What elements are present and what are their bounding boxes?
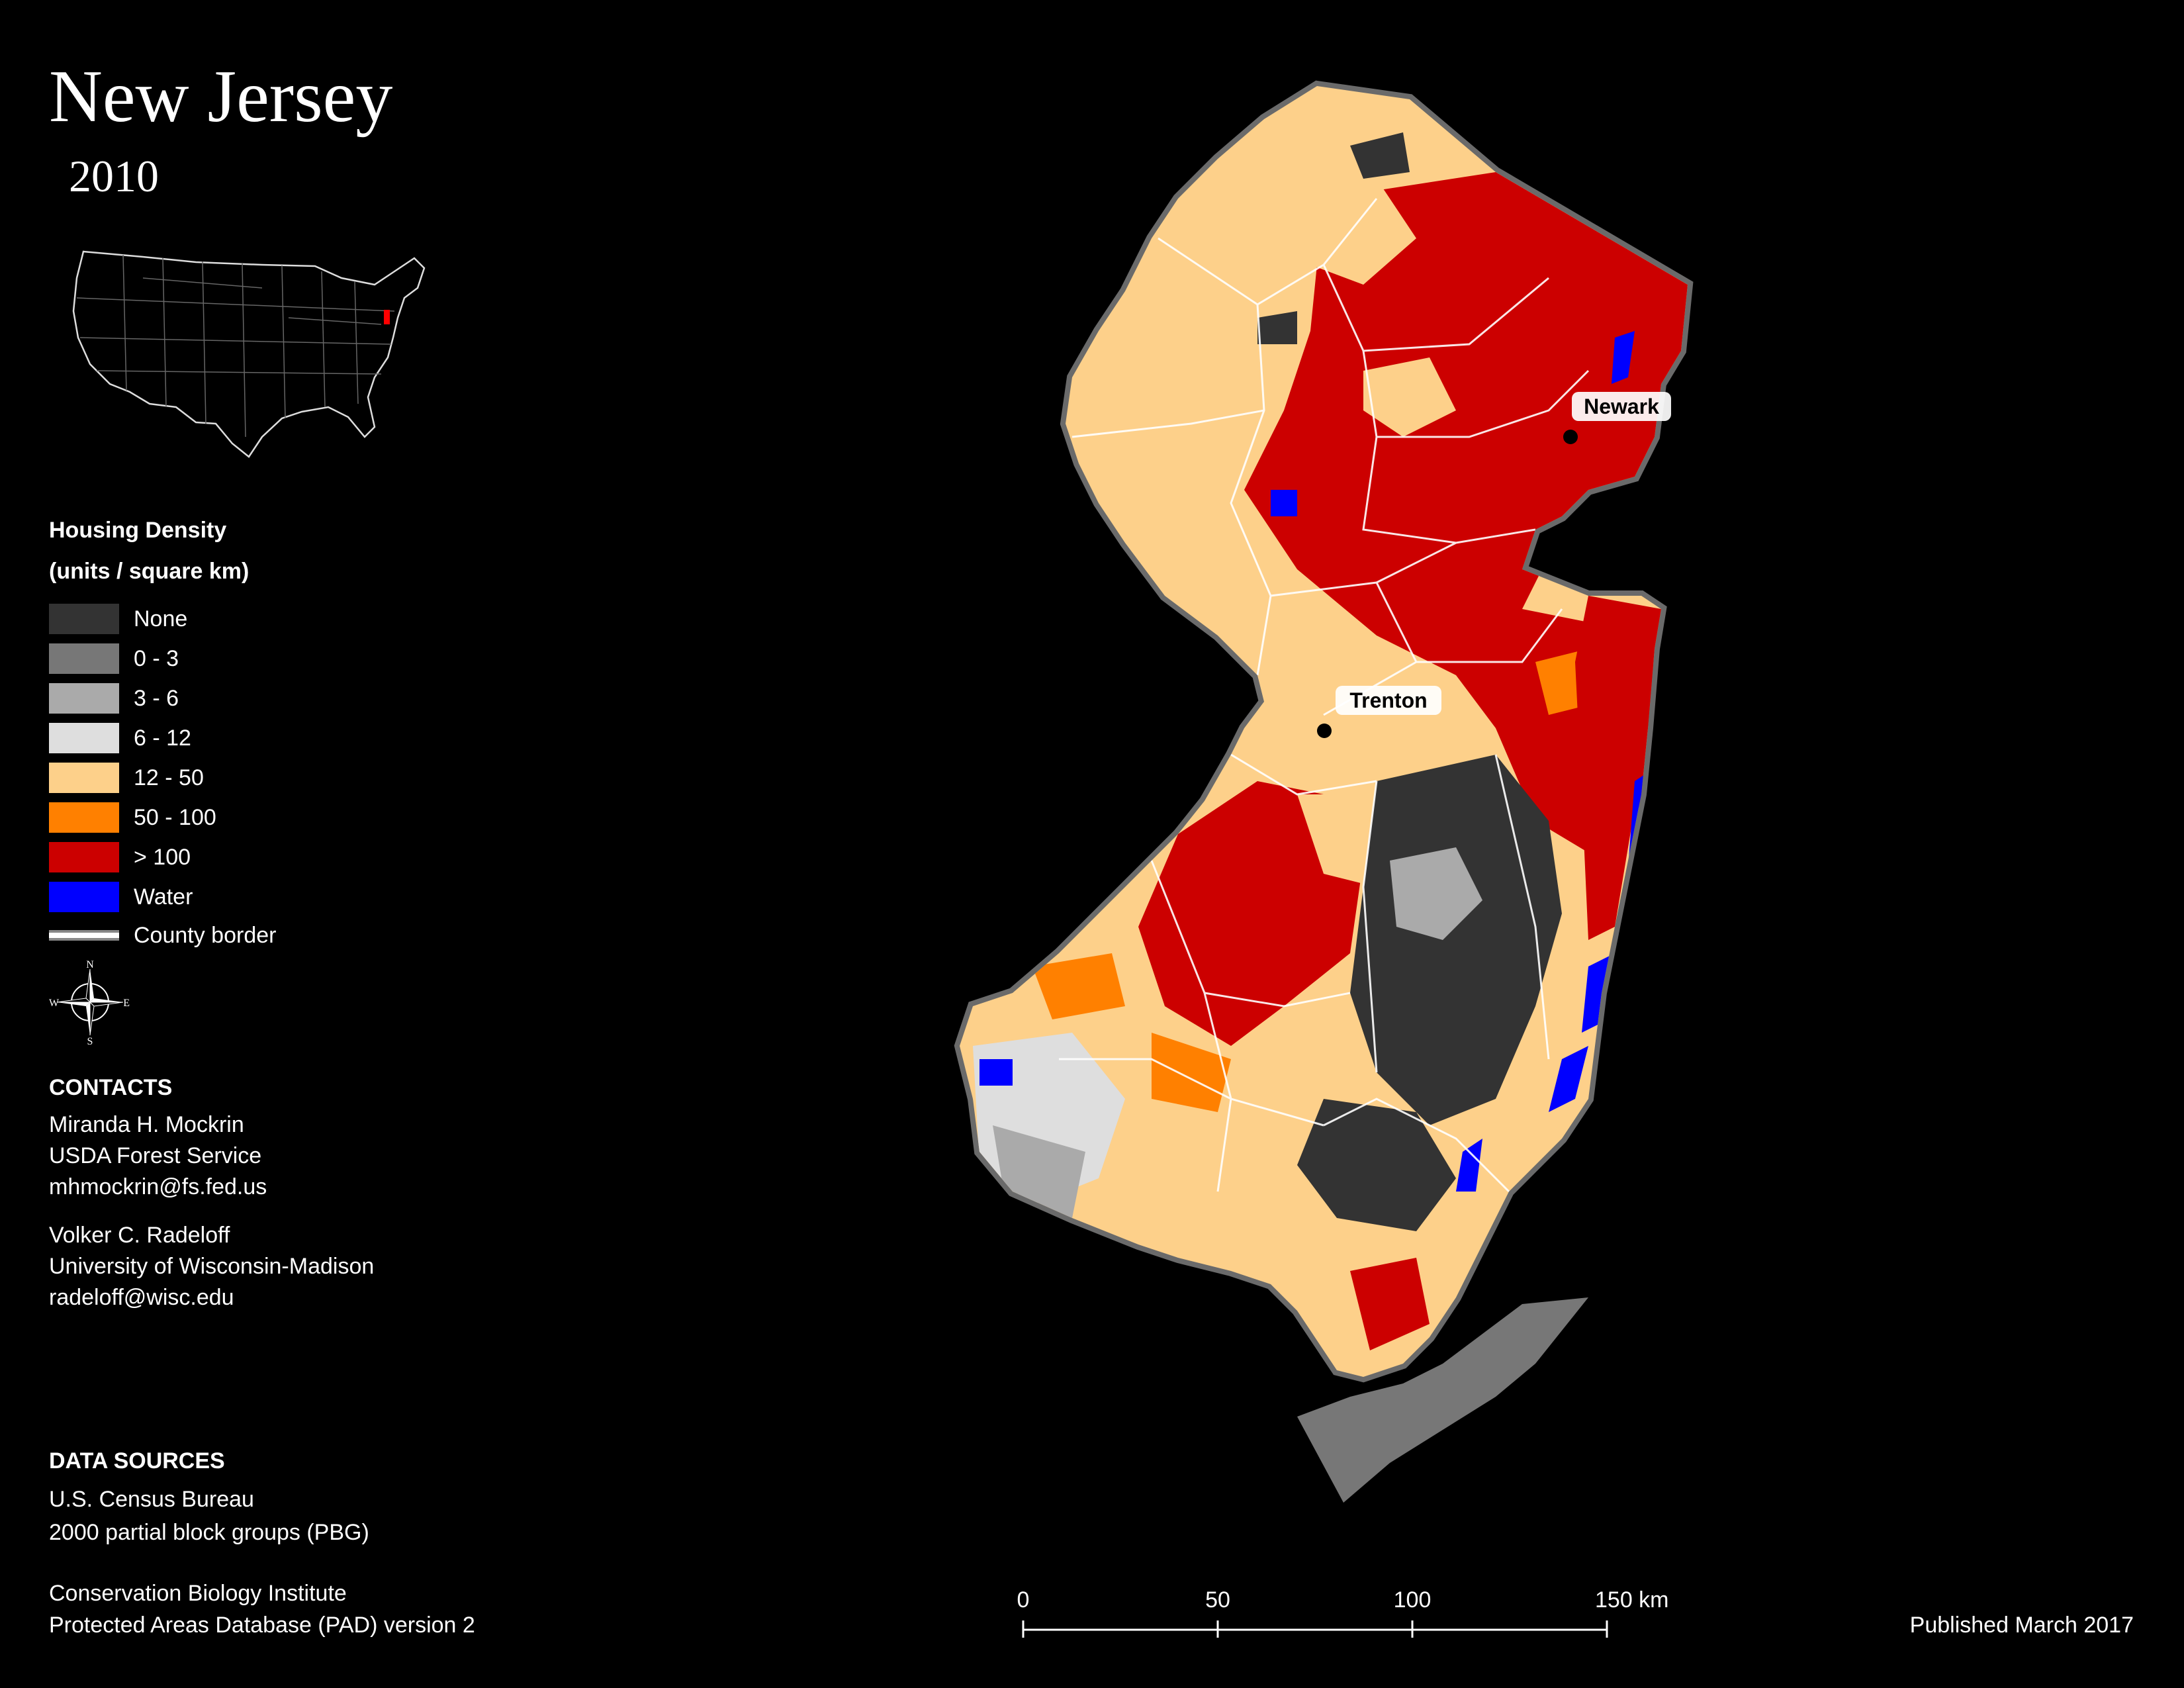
county-border-swatch: [49, 920, 119, 951]
state-borders: [76, 254, 395, 438]
compass-n: N: [86, 960, 94, 970]
contact-name: Volker C. Radeloff: [49, 1223, 230, 1248]
legend-item-over-100: > 100: [49, 842, 191, 872]
legend-label: Water: [134, 884, 193, 910]
legend-swatch: [49, 763, 119, 793]
contacts-heading: CONTACTS: [49, 1075, 173, 1100]
data-sources-heading: DATA SOURCES: [49, 1448, 225, 1474]
map-year: 2010: [69, 151, 159, 201]
city-label: Trenton: [1349, 688, 1427, 712]
new-jersey-highlight: [384, 310, 390, 324]
scale-tick-label: 150 km: [1595, 1587, 1668, 1613]
data-source-line: Conservation Biology Institute: [49, 1581, 347, 1606]
scale-bar: 0 50 100 150 km: [1017, 1587, 1668, 1638]
legend-label: 6 - 12: [134, 725, 191, 751]
legend-label: 12 - 50: [134, 765, 204, 790]
contact-email[interactable]: mhmockrin@fs.fed.us: [49, 1174, 267, 1199]
density-fill: [960, 86, 1688, 1377]
legend-item-water: Water: [49, 882, 193, 912]
data-source-line: 2000 partial block groups (PBG): [49, 1520, 369, 1545]
legend-label: 50 - 100: [134, 804, 216, 830]
legend-label: 3 - 6: [134, 685, 179, 711]
legend-swatch: [49, 604, 119, 634]
legend-label: None: [134, 606, 188, 632]
published-date: Published March 2017: [1909, 1613, 2134, 1638]
compass-s: S: [87, 1036, 93, 1046]
compass-w: W: [49, 998, 60, 1009]
city-label: Newark: [1584, 395, 1659, 418]
city-marker-trenton: Trenton: [1317, 686, 1441, 738]
legend-swatch: [49, 683, 119, 714]
compass-rose-icon: N S E W: [49, 960, 130, 1046]
legend-swatch: [49, 882, 119, 912]
contact-email[interactable]: radeloff@wisc.edu: [49, 1285, 234, 1310]
us-outline: [72, 250, 426, 458]
legend-swatch: [49, 842, 119, 872]
legend-item-0-3: 0 - 3: [49, 643, 179, 674]
legend-item-12-50: 12 - 50: [49, 763, 204, 793]
scale-tick-label: 0: [1017, 1587, 1030, 1613]
legend-item-county-border: County border: [49, 920, 276, 951]
city-marker-newark: Newark: [1563, 392, 1671, 444]
scale-tick-label: 50: [1205, 1587, 1230, 1613]
legend-item-3-6: 3 - 6: [49, 683, 179, 714]
legend-item-50-100: 50 - 100: [49, 802, 216, 833]
us-locator-map: [72, 250, 426, 458]
compass-e: E: [123, 998, 130, 1009]
contact-org: University of Wisconsin-Madison: [49, 1254, 375, 1279]
data-source-line: Protected Areas Database (PAD) version 2: [49, 1613, 475, 1638]
legend-swatch: [49, 802, 119, 833]
legend-swatch: [49, 643, 119, 674]
legend-item-none: None: [49, 604, 187, 634]
data-source-line: U.S. Census Bureau: [49, 1487, 254, 1512]
legend-units: (units / square km): [49, 559, 250, 584]
contact-org: USDA Forest Service: [49, 1143, 262, 1168]
scale-tick-label: 100: [1394, 1587, 1432, 1613]
legend-swatch: [49, 723, 119, 753]
legend-item-6-12: 6 - 12: [49, 723, 191, 753]
offshore-area: [1297, 1297, 1588, 1503]
legend-label: 0 - 3: [134, 645, 179, 671]
legend-title: Housing Density: [49, 518, 227, 543]
legend-label: > 100: [134, 844, 191, 870]
contact-name: Miranda H. Mockrin: [49, 1112, 244, 1137]
legend-label: County border: [134, 922, 277, 948]
new-jersey-housing-density-map: Newark Trenton: [953, 66, 1707, 1503]
map-title: New Jersey: [49, 56, 393, 138]
